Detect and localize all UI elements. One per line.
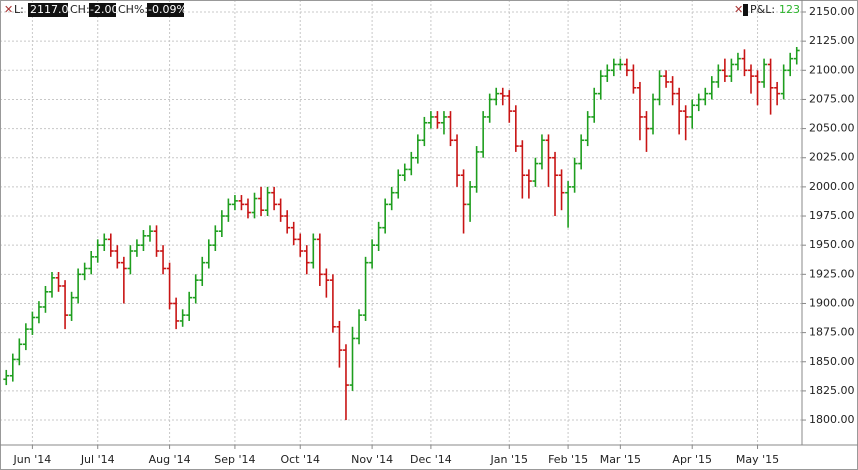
change-box (89, 3, 116, 17)
y-tick-label: 2100.00 (809, 63, 855, 76)
change-pct-box (147, 3, 184, 17)
x-tick-label: Jul '14 (80, 453, 115, 466)
last-box (28, 3, 68, 17)
last-value: 2117.00 (30, 3, 76, 16)
change-label: CH: (70, 3, 90, 16)
close-icon[interactable]: ✕ (4, 3, 13, 16)
bars (3, 46, 800, 421)
pnl-value: 123 (779, 3, 800, 16)
y-tick-label: 2000.00 (809, 180, 855, 193)
header-left: ✕ L: 2117.00 CH: -2.00 CH%: -0.09% (4, 3, 187, 17)
y-tick-label: 1825.00 (809, 384, 855, 397)
change-pct-value: -0.09% (148, 3, 187, 16)
y-tick-label: 1975.00 (809, 209, 855, 222)
y-tick-label: 2125.00 (809, 34, 855, 47)
x-tick-label: Oct '14 (280, 453, 320, 466)
y-tick-label: 1875.00 (809, 326, 855, 339)
y-tick-label: 2050.00 (809, 122, 855, 135)
x-tick-label: May '15 (736, 453, 779, 466)
y-tick-label: 2150.00 (809, 5, 855, 18)
x-tick-label: Mar '15 (600, 453, 641, 466)
y-tick-label: 2075.00 (809, 92, 855, 105)
x-tick-label: Dec '14 (410, 453, 452, 466)
header-right: ✕ P&L: 123 (734, 3, 800, 16)
last-label: L: (14, 3, 24, 16)
x-tick-label: Apr '15 (672, 453, 712, 466)
y-tick-label: 1800.00 (809, 413, 855, 426)
x-tick-label: Nov '14 (351, 453, 393, 466)
change-value: -2.00 (90, 3, 118, 16)
x-tick-label: Jun '14 (13, 453, 52, 466)
x-tick-label: Jan '15 (490, 453, 528, 466)
pnl-label: P&L: (750, 3, 775, 16)
pnl-icon (743, 4, 748, 16)
x-tick-label: Aug '14 (149, 453, 191, 466)
y-tick-label: 1900.00 (809, 296, 855, 309)
x-tick-label: Feb '15 (548, 453, 588, 466)
close-icon[interactable]: ✕ (734, 3, 743, 16)
y-tick-label: 2025.00 (809, 151, 855, 164)
y-tick-label: 1850.00 (809, 355, 855, 368)
change-pct-label: CH%: (118, 3, 148, 16)
y-tick-label: 1950.00 (809, 238, 855, 251)
x-tick-label: Sep '14 (214, 453, 255, 466)
y-tick-label: 1925.00 (809, 267, 855, 280)
